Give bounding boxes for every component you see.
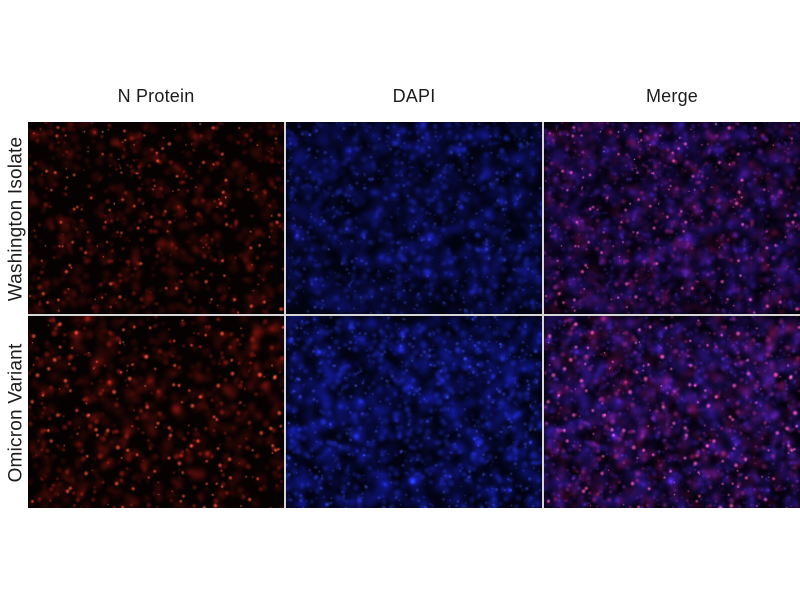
micrograph-omicron-dapi-image — [286, 316, 542, 508]
panel-washington-dapi — [286, 122, 542, 314]
panel-washington-merge — [544, 122, 800, 314]
row-label-omicron-variant-text: Omicron Variant — [5, 343, 27, 482]
micrograph-washington-n-protein-image — [28, 122, 284, 314]
panel-washington-n-protein — [28, 122, 284, 314]
panel-omicron-dapi — [286, 316, 542, 508]
column-header-merge: Merge — [645, 86, 699, 106]
row-label-washington-isolate-text: Washington Isolate — [5, 136, 26, 301]
micrograph-grid — [28, 122, 800, 508]
panel-omicron-merge — [544, 316, 800, 508]
panel-omicron-n-protein — [28, 316, 284, 508]
micrograph-omicron-n-protein-image — [28, 316, 284, 508]
column-header-n-protein: N Protein — [117, 86, 195, 106]
column-header-dapi: DAPI — [392, 86, 436, 106]
micrograph-washington-dapi-image — [286, 122, 542, 314]
column-headers: N Protein DAPI Merge — [28, 84, 800, 108]
micrograph-omicron-merge-image — [544, 316, 800, 508]
micrograph-washington-merge-image — [544, 122, 800, 314]
